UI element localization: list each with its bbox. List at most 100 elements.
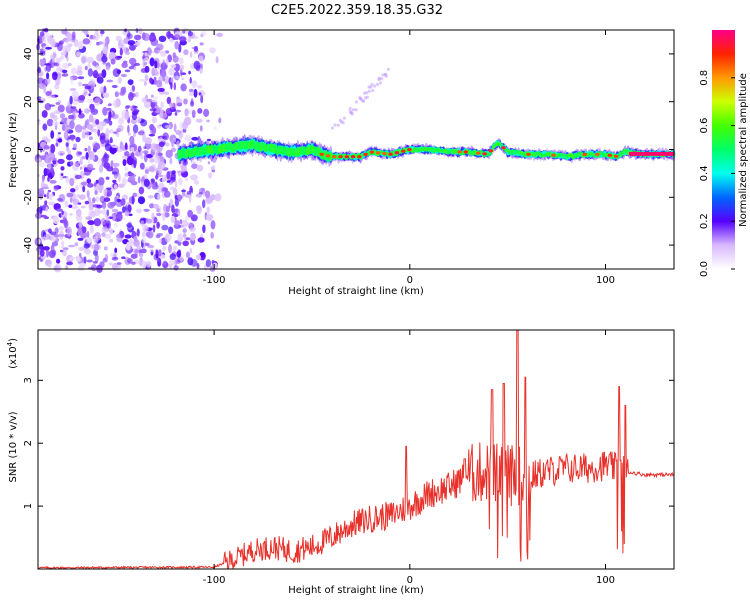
noise-speckle [96,204,103,209]
noise-speckle [176,102,183,107]
noise-speckle [179,121,183,131]
noise-speckle [93,218,102,227]
noise-speckle [189,247,193,254]
noise-speckle [150,178,155,183]
noise-speckle [173,138,177,143]
noise-speckle [40,236,48,242]
colorbar-tick-label: 0.0 [699,261,710,277]
noise-speckle [166,180,171,183]
noise-speckle [88,93,91,97]
noise-speckle [45,248,50,258]
noise-speckle [183,233,187,239]
noise-speckle [58,226,64,231]
noise-speckle [76,51,81,57]
noise-speckle [164,212,170,218]
noise-speckle [183,116,192,126]
noise-speckle [130,152,135,159]
noise-speckle [87,98,94,104]
noise-speckle [90,210,96,218]
noise-speckle [144,65,150,73]
spectrogram-y-label: Frequency (Hz) [8,112,19,188]
noise-speckle [351,108,356,112]
noise-speckle [119,47,123,56]
noise-speckle [72,147,77,150]
noise-speckle [202,189,206,197]
noise-speckle [151,212,155,220]
noise-speckle [210,231,214,239]
noise-speckle [87,68,93,77]
noise-speckle [193,45,199,52]
noise-speckle [135,91,139,98]
noise-speckle [106,209,110,217]
noise-speckle [196,164,204,172]
y-tick-label: 1 [23,503,34,509]
noise-speckle [151,126,157,135]
noise-speckle [160,112,167,119]
noise-speckle [127,258,133,264]
noise-speckle [157,49,163,54]
snr-scale-prefix: (x10 [8,346,19,369]
noise-speckle [50,143,56,154]
noise-speckle [184,177,189,181]
noise-speckle [146,98,153,103]
noise-speckle [138,258,145,268]
noise-speckle [86,259,93,263]
noise-speckle [40,97,44,100]
noise-speckle [125,51,130,55]
ridge-peak [407,148,412,152]
noise-speckle [80,156,83,166]
noise-speckle [47,189,52,193]
noise-speckle [156,212,162,217]
noise-speckle [77,226,83,236]
noise-speckle [151,67,156,77]
ridge-peak [488,149,493,153]
x-tick-label: -100 [203,275,226,286]
noise-speckle [61,240,65,249]
noise-speckle [128,196,136,204]
noise-speckle [145,218,153,224]
noise-speckle [130,118,137,125]
noise-speckle [137,145,142,153]
noise-speckle [190,258,198,267]
noise-speckle [168,226,174,235]
noise-speckle [86,56,94,64]
noise-speckle [386,67,390,71]
noise-speckle [202,199,206,209]
noise-speckle [144,61,147,66]
noise-speckle [138,249,142,254]
noise-speckle [68,256,76,261]
noise-speckle [95,119,100,125]
noise-speckle [195,193,202,198]
snr-ticks: -100 0 100 1 2 3 [23,330,674,586]
noise-speckle [163,91,170,95]
noise-speckle [130,147,135,152]
noise-speckle [87,157,91,164]
noise-speckle [107,201,115,209]
noise-speckle [39,205,43,214]
noise-speckle [161,135,167,140]
noise-speckle [103,162,111,169]
noise-speckle [85,152,89,160]
noise-speckle [105,176,110,180]
noise-speckle [215,56,219,64]
noise-speckle [98,177,105,186]
noise-speckle [99,261,105,268]
noise-speckle [178,178,183,186]
noise-speckle [116,262,122,265]
noise-speckle [139,162,145,170]
noise-speckle [77,41,84,50]
noise-speckle [78,108,82,115]
noise-speckle [45,91,52,96]
noise-speckle [193,180,199,185]
noise-speckle [179,255,184,262]
noise-speckle [112,179,117,184]
noise-speckle [68,102,71,109]
noise-speckle [199,251,206,261]
noise-speckle [109,262,113,266]
noise-speckle [117,76,122,84]
noise-speckle [125,241,131,251]
noise-speckle [68,244,75,248]
noise-speckle [75,136,81,143]
noise-speckle [154,107,161,114]
noise-speckle [174,258,178,268]
